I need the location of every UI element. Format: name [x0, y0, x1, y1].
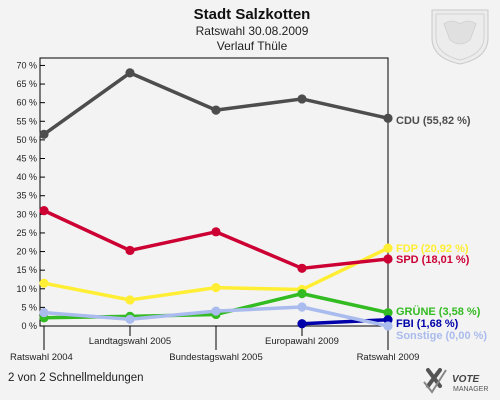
- logo-name: VOTE: [452, 374, 480, 385]
- coat-of-arms-icon: [431, 9, 489, 65]
- data-point-fbi: [297, 319, 307, 329]
- series-label-spd: SPD (18,01 %): [396, 254, 470, 266]
- data-point-sonstige: [39, 308, 49, 318]
- data-point-cdu: [383, 113, 393, 123]
- footer-status: 2 von 2 Schnellmeldungen: [8, 372, 144, 384]
- x-category-label: Ratswahl 2004: [10, 352, 73, 363]
- chart-subtitle-area: Verlauf Thüle: [217, 39, 288, 53]
- y-tick-label: 25 %: [16, 228, 37, 238]
- series-line-spd: [43, 209, 389, 271]
- data-point-grüne: [383, 308, 393, 318]
- x-axis: Ratswahl 2004 Landtagswahl 2005 Bundestags…: [10, 326, 419, 363]
- data-point-cdu: [211, 105, 221, 115]
- data-point-fdp: [39, 278, 49, 288]
- y-tick-label: 5 %: [21, 302, 37, 312]
- y-tick-label: 55 %: [16, 116, 37, 126]
- data-point-cdu: [39, 129, 49, 139]
- series-label-cdu: CDU (55,82 %): [396, 115, 471, 127]
- x-category-label: Europawahl 2009: [265, 336, 339, 347]
- y-axis: 0 % 5 % 10 % 15 % 20 % 25 % 30 % 35 % 40 % 45 % 50…: [16, 60, 45, 331]
- series-label-fbi: FBI (1,68 %): [396, 318, 459, 330]
- plot-area: [39, 57, 389, 327]
- y-tick-label: 10 %: [16, 284, 37, 294]
- y-tick-label: 20 %: [16, 247, 37, 257]
- data-point-spd: [297, 263, 307, 273]
- x-category-label: Bundestagswahl 2005: [169, 352, 263, 363]
- vote-cross-icon: [423, 368, 447, 394]
- y-tick-label: 60 %: [16, 98, 37, 108]
- data-point-spd: [383, 254, 393, 264]
- x-category-label: Landtagswahl 2005: [89, 336, 171, 347]
- y-tick-label: 15 %: [16, 265, 37, 275]
- data-point-grüne: [297, 289, 307, 299]
- y-tick-label: 40 %: [16, 172, 37, 182]
- chart-subtitle-election: Ratswahl 30.08.2009: [196, 24, 309, 38]
- series-label-grüne: GRÜNE (3,58 %): [396, 305, 481, 318]
- data-point-cdu: [125, 68, 135, 78]
- series-label-fdp: FDP (20,92 %): [396, 243, 469, 255]
- x-category-label: Ratswahl 2009: [357, 352, 420, 363]
- series-label-layer: CDU (55,82 %) FDP (20,92 %)SPD (18,01 %) G…: [396, 115, 487, 342]
- series-line-fbi: [301, 317, 389, 326]
- data-point-sonstige: [297, 302, 307, 312]
- series-label-sonstige: Sonstige (0,00 %): [396, 330, 487, 342]
- data-point-spd: [39, 206, 49, 216]
- data-point-cdu: [297, 94, 307, 104]
- y-tick-label: 30 %: [16, 209, 37, 219]
- y-tick-label: 0 %: [21, 321, 37, 331]
- data-point-spd: [211, 227, 221, 237]
- data-point-fdp: [383, 243, 393, 253]
- y-tick-label: 50 %: [16, 135, 37, 145]
- data-point-fdp: [125, 295, 135, 305]
- y-tick-label: 70 %: [16, 60, 37, 70]
- votemanager-logo: VOTE MANAGER: [423, 368, 488, 394]
- data-point-sonstige: [383, 321, 393, 331]
- data-point-sonstige: [211, 306, 221, 316]
- y-tick-label: 65 %: [16, 79, 37, 89]
- data-point-sonstige: [125, 314, 135, 324]
- y-tick-label: 35 %: [16, 191, 37, 201]
- data-point-spd: [125, 245, 135, 256]
- chart-title: Stadt Salzkotten: [194, 6, 311, 23]
- data-point-fdp: [211, 283, 221, 293]
- logo-subtitle: MANAGER: [453, 386, 488, 393]
- y-tick-label: 45 %: [16, 154, 37, 164]
- series-layer: [39, 68, 393, 331]
- series-line-cdu: [42, 71, 389, 136]
